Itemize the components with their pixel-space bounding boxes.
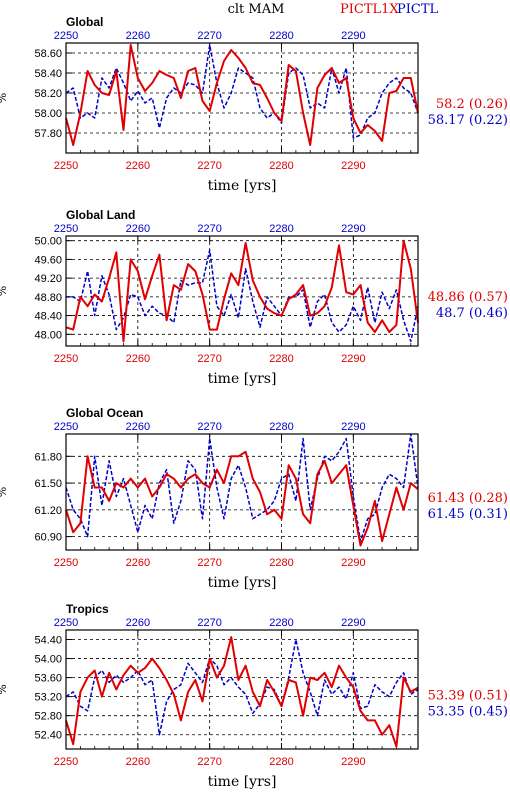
x-tick-label-bottom: 2270 [197, 353, 221, 365]
series-line-pictl [65, 638, 419, 736]
y-tick-label: 60.90 [34, 532, 62, 544]
summary-label-pictl1x: 48.86 (0.57) [428, 290, 508, 305]
y-tick-label: 50.00 [34, 236, 62, 248]
x-tick-label-top: 2250 [54, 617, 78, 629]
x-tick-label-bottom: 2250 [54, 160, 78, 172]
series-line-pictl [66, 249, 419, 343]
panel-title: Global [66, 15, 103, 29]
series-line-pictl1x [65, 450, 419, 547]
x-tick-label-bottom: 2260 [126, 160, 150, 172]
x-tick-label-top: 2290 [341, 617, 365, 629]
x-axis-label: time [yrs] [208, 575, 277, 591]
x-tick-label-top: 2260 [126, 421, 150, 433]
x-tick-label-bottom: 2290 [341, 756, 365, 768]
x-tick-label-bottom: 2290 [341, 557, 365, 569]
x-tick-label-top: 2280 [269, 617, 293, 629]
x-tick-label-bottom: 2270 [197, 160, 221, 172]
x-axis-label: time [yrs] [208, 178, 277, 194]
plot-frame [65, 42, 419, 154]
x-tick-label-top: 2260 [126, 617, 150, 629]
y-tick-label: 58.40 [34, 68, 62, 80]
x-tick-label-top: 2270 [197, 617, 221, 629]
x-tick-label-bottom: 2260 [126, 756, 150, 768]
x-tick-label-bottom: 2250 [54, 557, 78, 569]
y-axis-label: % [0, 286, 9, 296]
x-tick-label-top: 2290 [341, 30, 365, 42]
legend-blue-label: PICTL [397, 2, 439, 17]
y-tick-label: 52.40 [34, 730, 62, 742]
y-tick-label: 61.50 [34, 478, 62, 490]
summary-label-pictl: 48.7 (0.46) [436, 306, 508, 321]
plot-frame [65, 433, 419, 551]
x-tick-label-top: 2260 [126, 30, 150, 42]
y-axis-label: % [0, 487, 9, 497]
summary-label-pictl1x: 53.39 (0.51) [428, 689, 508, 704]
x-tick-label-top: 2270 [197, 421, 221, 433]
y-tick-label: 48.00 [34, 329, 62, 341]
y-tick-label: 49.60 [34, 254, 62, 266]
y-tick-label: 53.60 [34, 673, 62, 685]
y-tick-label: 61.20 [34, 505, 62, 517]
x-tick-label-bottom: 2250 [54, 353, 78, 365]
x-tick-label-bottom: 2290 [341, 353, 365, 365]
x-tick-label-bottom: 2270 [197, 756, 221, 768]
summary-label-pictl: 58.17 (0.22) [428, 113, 508, 128]
figure-title: clt MAM [228, 2, 285, 17]
series-line-pictl [65, 44, 419, 139]
x-tick-label-bottom: 2260 [126, 557, 150, 569]
y-tick-label: 48.40 [34, 311, 62, 323]
summary-label-pictl1x: 61.43 (0.28) [428, 491, 508, 506]
x-tick-label-bottom: 2280 [269, 557, 293, 569]
summary-label-pictl: 53.35 (0.45) [428, 705, 508, 720]
series-line-pictl1x [65, 44, 419, 146]
y-tick-label: 49.20 [34, 273, 62, 285]
x-tick-label-top: 2290 [341, 223, 365, 235]
plot-frame [65, 235, 419, 347]
y-tick-label: 58.00 [34, 108, 62, 120]
x-tick-label-bottom: 2270 [197, 557, 221, 569]
y-tick-label: 54.00 [34, 654, 62, 666]
panel-title: Global Land [66, 208, 135, 222]
x-tick-label-top: 2250 [54, 223, 78, 235]
y-tick-label: 52.80 [34, 711, 62, 723]
y-tick-label: 58.60 [34, 48, 62, 60]
x-tick-label-top: 2250 [54, 30, 78, 42]
summary-label-pictl: 61.45 (0.31) [428, 507, 508, 522]
x-tick-label-bottom: 2260 [126, 353, 150, 365]
summary-label-pictl1x: 58.2 (0.26) [436, 97, 508, 112]
x-tick-label-top: 2260 [126, 223, 150, 235]
y-tick-label: 57.80 [34, 128, 62, 140]
x-tick-label-bottom: 2280 [269, 756, 293, 768]
x-tick-label-top: 2270 [197, 30, 221, 42]
y-tick-label: 53.20 [34, 692, 62, 704]
x-tick-label-top: 2280 [269, 421, 293, 433]
y-tick-label: 58.20 [34, 88, 62, 100]
series-line-pictl [65, 433, 419, 542]
y-tick-label: 61.80 [34, 451, 62, 463]
legend-red-label: PICTL1X [340, 2, 399, 17]
y-tick-label: 54.40 [34, 635, 62, 647]
x-tick-label-top: 2290 [341, 421, 365, 433]
x-tick-label-bottom: 2280 [269, 160, 293, 172]
y-axis-label: % [0, 93, 9, 103]
x-tick-label-bottom: 2280 [269, 353, 293, 365]
x-tick-label-bottom: 2290 [341, 160, 365, 172]
y-axis-label: % [0, 684, 9, 694]
x-tick-label-top: 2250 [54, 421, 78, 433]
x-tick-label-bottom: 2250 [54, 756, 78, 768]
x-tick-label-top: 2280 [269, 223, 293, 235]
panel-title: Global Ocean [66, 406, 143, 420]
y-tick-label: 48.80 [34, 292, 62, 304]
series-line-pictl1x [65, 636, 419, 748]
x-tick-label-top: 2270 [197, 223, 221, 235]
x-axis-label: time [yrs] [208, 371, 277, 387]
plot-frame [65, 629, 419, 750]
series-line-pictl1x [65, 239, 419, 343]
panel-title: Tropics [66, 602, 109, 616]
x-axis-label: time [yrs] [208, 774, 277, 790]
x-tick-label-top: 2280 [269, 30, 293, 42]
